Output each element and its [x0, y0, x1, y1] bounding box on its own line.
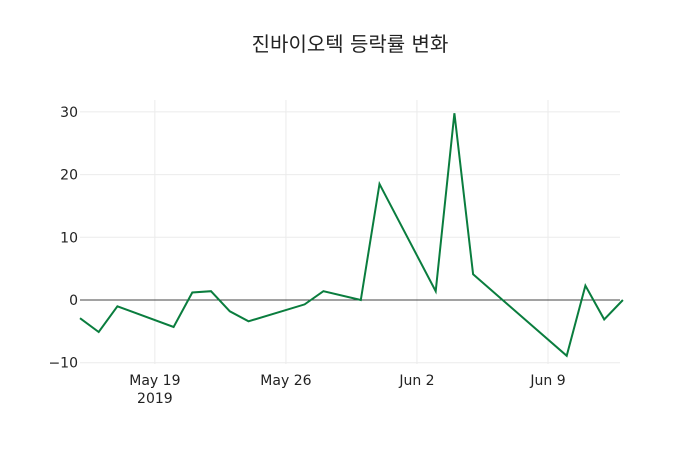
y-tick-label: 0 — [69, 293, 78, 309]
x-axis: May 19 2019 May 26 Jun 2 Jun 9 — [129, 373, 565, 407]
chart-title: 진바이오텍 등락률 변화 — [251, 32, 449, 56]
y-tick-label: 30 — [60, 105, 78, 121]
x-tick-year-label: 2019 — [137, 391, 173, 407]
y-tick-label: 10 — [60, 230, 78, 246]
y-tick-label: −10 — [48, 356, 78, 372]
gridlines — [80, 100, 620, 364]
x-tick-label: May 19 — [129, 373, 180, 389]
series-line — [79, 113, 624, 358]
x-tick-label: Jun 9 — [529, 373, 565, 389]
x-tick-label: May 26 — [260, 373, 311, 389]
x-tick-label: Jun 2 — [398, 373, 434, 389]
y-tick-label: 20 — [60, 168, 78, 184]
y-axis: 30 20 10 0 −10 — [48, 105, 78, 372]
